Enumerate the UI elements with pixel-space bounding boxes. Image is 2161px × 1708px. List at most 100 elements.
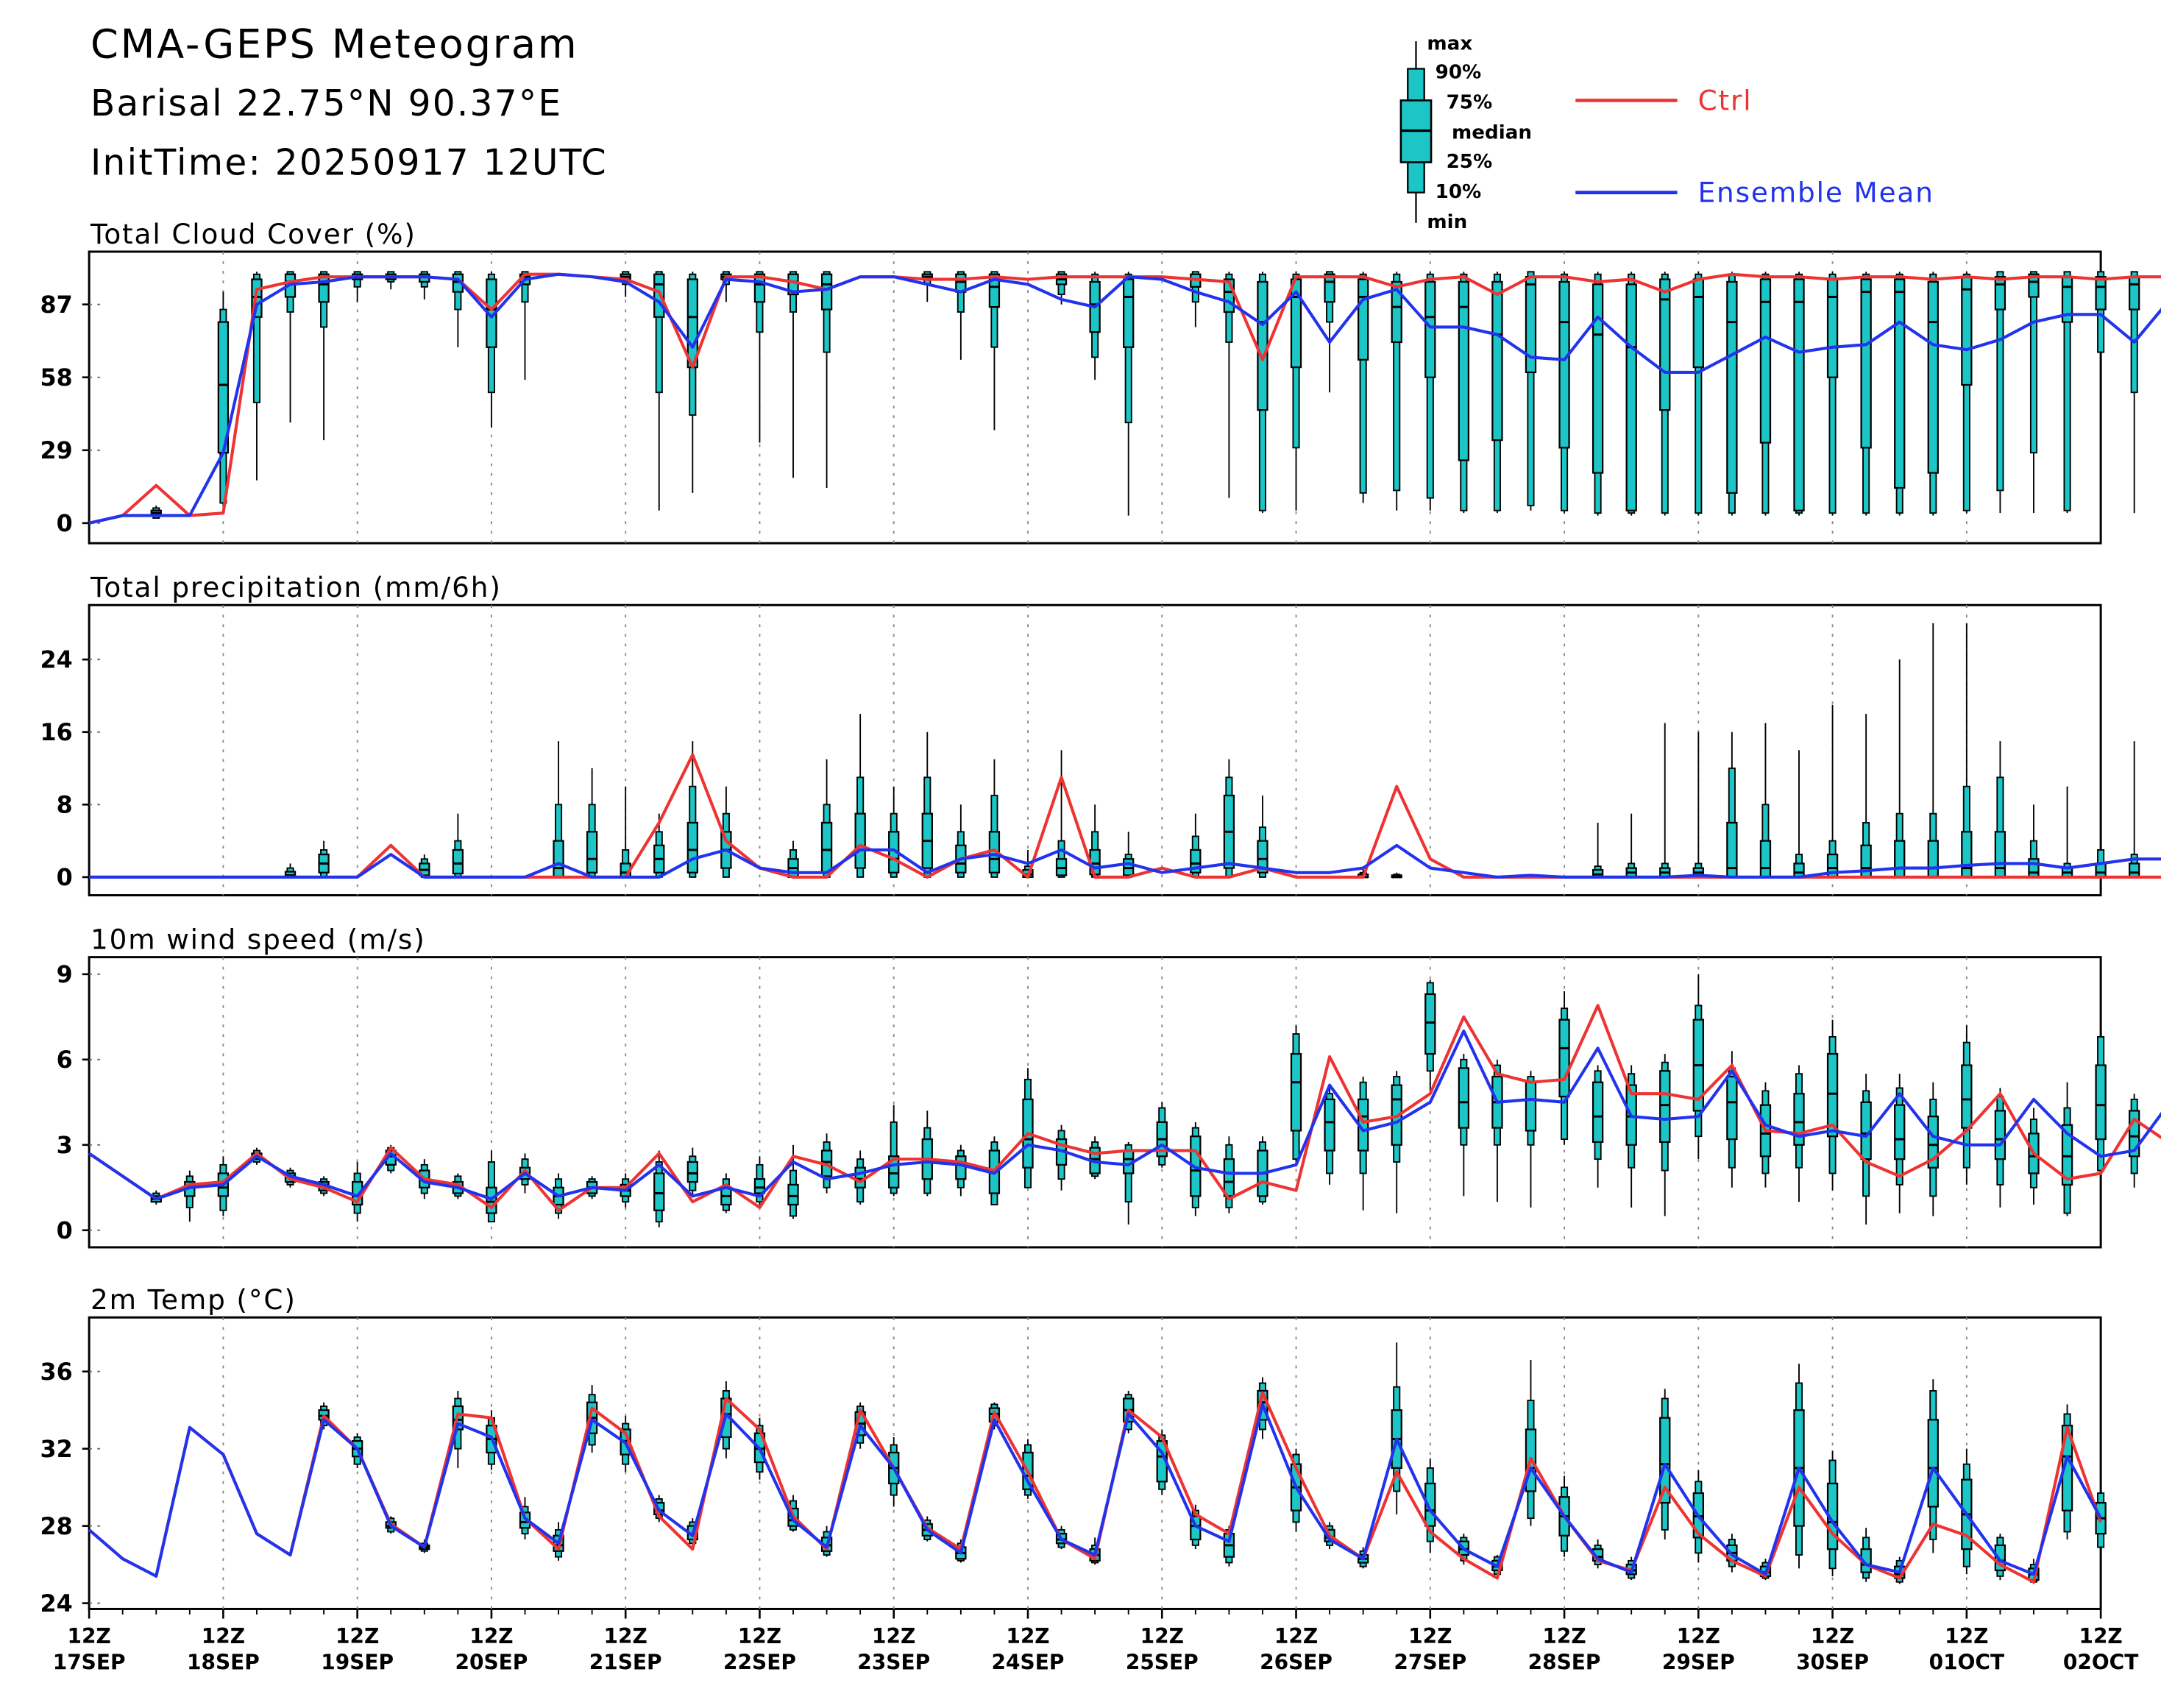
box-plot (1324, 271, 1335, 393)
box-plot (1692, 974, 1704, 1160)
box-plot (1759, 1082, 1772, 1188)
box-plot (955, 1144, 967, 1197)
box-plot (419, 854, 430, 878)
box-iqr (2028, 858, 2040, 879)
box-plot (2129, 271, 2140, 514)
box-plot (787, 1144, 799, 1219)
box-plot (1089, 272, 1101, 380)
box-plot (1961, 1025, 1973, 1185)
box-iqr (1592, 283, 1604, 474)
box-outer-range (1828, 273, 1837, 514)
box-iqr (1927, 1419, 1939, 1508)
box-plot (1525, 271, 1537, 511)
x-tick-label-time: 12Z (336, 1624, 379, 1648)
x-tick-label-date: 21SEP (589, 1651, 662, 1675)
x-tick-label-time: 12Z (1140, 1624, 1184, 1648)
box-plot (1592, 1065, 1604, 1188)
box-plot (1257, 272, 1268, 514)
box-plot (1860, 714, 1872, 879)
box-outer-range (252, 273, 261, 403)
box-plot (1894, 272, 1906, 516)
box-outer-range (2097, 271, 2105, 353)
box-legend-label: min (1427, 211, 1467, 233)
box-plot (1391, 272, 1402, 511)
x-tick-label-date: 26SEP (1260, 1651, 1333, 1675)
box-plot (1424, 979, 1436, 1094)
box-iqr (1793, 862, 1805, 879)
box-iqr (1894, 278, 1906, 489)
box-legend-label: max (1427, 32, 1472, 54)
box-iqr (1257, 280, 1268, 411)
box-legend-label: 90% (1436, 62, 1482, 84)
box-iqr (1424, 993, 1436, 1055)
box-plot (1223, 1136, 1235, 1213)
box-plot (553, 741, 564, 879)
x-tick-label-time: 12Z (738, 1624, 781, 1648)
box-plot (921, 731, 933, 878)
legend-label: Ctrl (1698, 85, 1753, 117)
x-tick-label-time: 12Z (1006, 1624, 1049, 1648)
box-iqr (452, 848, 464, 875)
box-iqr (1558, 280, 1570, 449)
x-tick-label-time: 12Z (1811, 1624, 1854, 1648)
y-tick-label: 28 (40, 1514, 73, 1540)
box-plot (217, 291, 230, 514)
box-iqr (1961, 276, 1973, 386)
box-iqr (2129, 276, 2140, 311)
panel-title: Total Cloud Cover (%) (90, 218, 416, 250)
x-tick-label-date: 20SEP (455, 1651, 528, 1675)
box-outer-range (655, 271, 663, 394)
box-iqr (1223, 1158, 1235, 1197)
x-tick-label-time: 12Z (469, 1624, 513, 1648)
box-outer-range (2029, 271, 2038, 454)
x-tick-label-time: 12Z (202, 1624, 245, 1648)
box-outer-range (1527, 271, 1535, 506)
box-iqr (1123, 278, 1135, 348)
box-outer-range (2063, 271, 2071, 511)
box-plot (1558, 272, 1570, 514)
box-plot (2028, 804, 2040, 879)
box-plot (318, 840, 330, 878)
box-plot (2061, 1082, 2073, 1216)
box-legend-label: 25% (1447, 151, 1493, 173)
box-iqr (1659, 1417, 1671, 1504)
box-plot (318, 271, 330, 441)
ensemble-mean-line (89, 843, 2161, 879)
ensemble-mean-line (88, 272, 2161, 525)
box-iqr (753, 1178, 766, 1194)
box-plot (1759, 723, 1772, 879)
box-iqr (1894, 840, 1906, 879)
y-tick-label: 0 (57, 865, 73, 891)
box-plot (1324, 1085, 1335, 1185)
box-iqr (653, 1172, 665, 1211)
box-plot (1927, 623, 1939, 879)
panel-title: 2m Temp (°C) (91, 1283, 297, 1316)
box-iqr (1491, 280, 1503, 442)
box-outer-range (521, 271, 529, 303)
x-tick-label-date: 23SEP (857, 1651, 930, 1675)
box-iqr (1659, 1070, 1671, 1144)
box-outer-range (1124, 273, 1132, 424)
box-iqr (553, 840, 564, 879)
x-tick-label-time: 12Z (67, 1624, 110, 1648)
box-plot (1994, 271, 2006, 514)
box-iqr (2061, 1124, 2073, 1186)
x-tick-label-time: 12Z (1542, 1624, 1586, 1648)
box-plot (1994, 1088, 2006, 1208)
box-plot (1156, 1102, 1168, 1168)
location-label: Barisal 22.75°N 90.37°E (91, 83, 562, 124)
box-plot (1123, 832, 1135, 878)
box-iqr (1927, 1116, 1939, 1169)
box-iqr (1726, 1075, 1738, 1141)
box-plot (184, 1170, 196, 1222)
box-iqr (1424, 280, 1436, 378)
box-plot (519, 271, 531, 380)
box-iqr (1759, 840, 1772, 879)
box-iqr (1961, 1064, 1973, 1129)
x-tick-label-time: 12Z (1274, 1624, 1318, 1648)
box-iqr (686, 1160, 698, 1183)
box-iqr (1525, 1081, 1537, 1132)
box-plot (1692, 272, 1704, 516)
box-plot (1491, 1059, 1503, 1202)
box-plot (921, 271, 933, 302)
